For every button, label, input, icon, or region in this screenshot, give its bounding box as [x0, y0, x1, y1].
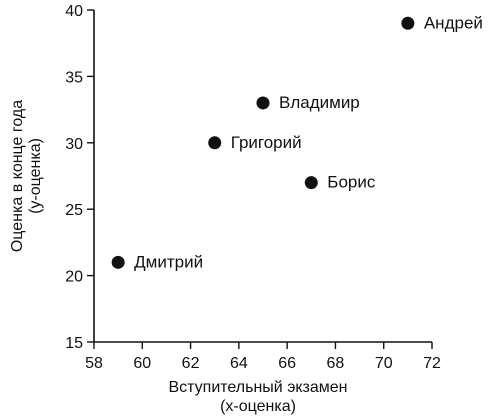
data-point: [304, 176, 318, 190]
data-point: [401, 16, 415, 30]
x-tick-label: 64: [230, 355, 248, 372]
y-tick-label: 35: [65, 69, 83, 86]
x-axis-label-line-2: (x-оценка): [220, 398, 296, 415]
y-tick-label: 30: [65, 136, 83, 153]
data-point-label: Григорий: [231, 133, 302, 152]
data-point: [256, 96, 270, 110]
y-tick-label: 15: [65, 335, 83, 352]
x-axis-label-line-1: Вступительный экзамен: [169, 379, 348, 396]
data-point: [111, 255, 125, 269]
data-point-label: Владимир: [279, 93, 360, 112]
y-tick-label: 25: [65, 202, 83, 219]
y-tick-label: 20: [65, 269, 83, 286]
data-point: [208, 136, 222, 150]
data-point-label: Дмитрий: [134, 252, 203, 271]
y-axis-ticks: 15 20 25 30 35 40: [65, 3, 94, 352]
x-tick-label: 66: [278, 355, 296, 372]
y-axis-label-line-1: Оценка в конце года: [9, 100, 26, 252]
y-tick-label: 40: [65, 3, 83, 20]
y-axis-label-line-2: (y-оценка): [27, 138, 44, 214]
x-tick-label: 60: [133, 355, 151, 372]
x-tick-label: 62: [182, 355, 200, 372]
x-axis-ticks: 58 60 62 64 66 68 70 72: [85, 342, 441, 372]
data-points: Андрей Владимир Григорий Борис Дмитрий: [111, 13, 483, 271]
x-tick-label: 58: [85, 355, 103, 372]
x-tick-label: 72: [423, 355, 441, 372]
data-point-label: Борис: [327, 173, 376, 192]
x-tick-label: 70: [375, 355, 393, 372]
x-tick-label: 68: [327, 355, 345, 372]
data-point-label: Андрей: [424, 13, 483, 32]
